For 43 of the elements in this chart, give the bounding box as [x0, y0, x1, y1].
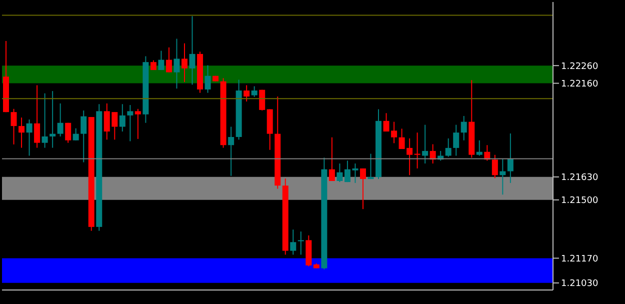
candlestick	[72, 128, 79, 141]
candlestick	[204, 64, 211, 94]
candlestick	[500, 158, 506, 196]
candlestick	[228, 126, 234, 176]
candlestick	[476, 140, 482, 156]
candlestick	[34, 84, 40, 148]
candlestick	[166, 46, 172, 73]
candlestick	[65, 122, 72, 144]
candlestick	[181, 42, 188, 83]
candlestick	[127, 104, 134, 142]
candlestick	[134, 108, 141, 140]
candlestick	[50, 90, 56, 148]
candlestick	[368, 153, 374, 180]
candlestick	[42, 92, 48, 148]
candlestick	[26, 118, 32, 156]
candlestick	[10, 108, 17, 145]
candlestick	[174, 38, 180, 90]
y-tick-label: 1.21500	[561, 196, 598, 206]
y-tick-label: 1.21170	[561, 254, 598, 264]
candlestick	[57, 102, 64, 137]
y-tick-label: 1.22260	[561, 62, 598, 72]
candlestick	[336, 162, 343, 183]
candlestick	[119, 104, 126, 132]
y-tick-label: 1.22160	[561, 79, 598, 90]
candlestick	[507, 132, 514, 184]
candlestick	[445, 138, 452, 158]
candlestick	[244, 84, 250, 102]
candlestick	[328, 136, 335, 182]
candlestick	[460, 115, 467, 141]
candlestick	[453, 124, 460, 156]
candlestick	[360, 168, 366, 210]
candlestick	[492, 154, 498, 179]
candlestick	[290, 229, 296, 256]
candlestick	[422, 124, 428, 164]
candlestick	[80, 110, 87, 163]
candlestick	[18, 117, 25, 148]
y-tick-label: 1.21030	[561, 279, 598, 290]
candlestick	[414, 132, 420, 169]
candlestick	[251, 86, 258, 98]
y-tick-label: 1.21630	[561, 173, 598, 184]
candlestick	[298, 231, 304, 256]
candlestick	[158, 50, 164, 71]
candlestick	[189, 16, 196, 86]
